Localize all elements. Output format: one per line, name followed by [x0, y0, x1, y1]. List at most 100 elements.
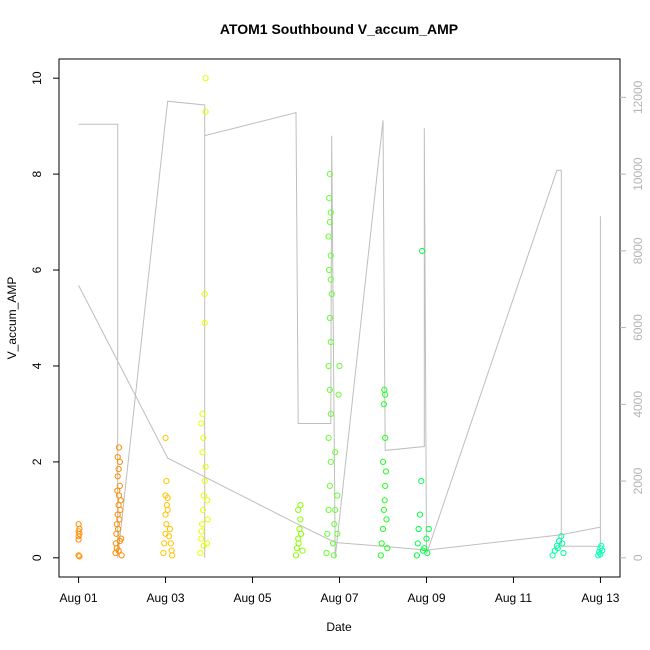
scatter-point — [326, 219, 333, 226]
scatter-point — [199, 521, 206, 528]
scatter-point — [198, 535, 205, 542]
x-axis: Aug 01 Aug 03 Aug 05 Aug 07 Aug 09 Aug 11 Aug … — [60, 576, 620, 605]
scatter-point — [334, 530, 341, 537]
scatter-point — [161, 540, 168, 547]
scatter-point — [295, 506, 302, 513]
scatter-point — [329, 540, 337, 547]
scatter-point — [163, 521, 170, 528]
scatter-point — [166, 525, 173, 533]
scatter-point — [382, 468, 390, 475]
y-axis-right: 0 2000 4000 6000 8000 10000 12000 — [620, 80, 645, 561]
scatter-point — [377, 552, 384, 559]
y-tick-label: 6 — [30, 266, 44, 273]
scatter-point — [326, 266, 333, 274]
scatter-point — [549, 552, 556, 559]
scatter-point — [299, 547, 306, 554]
scatter-point — [164, 506, 171, 513]
scatter-point — [327, 410, 334, 417]
scatter-point — [201, 478, 208, 485]
scatter-point — [382, 434, 389, 441]
y-axis-left: 0 2 4 6 8 10 — [30, 71, 59, 561]
scatter-point — [202, 75, 209, 82]
y-axis-label: V_accum_AMP — [5, 277, 19, 360]
y-tick-label: 4 — [30, 362, 44, 369]
scatter-point — [116, 458, 124, 465]
scatter-point — [413, 552, 420, 559]
scatter-point — [200, 492, 207, 499]
scatter-point — [327, 209, 334, 216]
scatter-point — [116, 537, 124, 545]
scatter-point — [115, 525, 122, 533]
scatter-point — [297, 516, 304, 523]
scatter-point — [202, 108, 209, 115]
scatter-point — [115, 444, 123, 451]
scatter-point — [75, 536, 82, 543]
scatter-point — [381, 386, 388, 393]
scatter-point — [328, 290, 335, 298]
scatter-point — [297, 502, 304, 509]
y2-tick-label: 4000 — [631, 391, 645, 418]
scatter-point — [201, 290, 208, 298]
scatter-point — [332, 506, 339, 513]
scatter-point — [76, 553, 83, 560]
scatter-point — [325, 506, 332, 513]
scatter-point — [117, 497, 124, 504]
scatter-point — [323, 549, 330, 557]
scatter-point — [554, 545, 561, 552]
scatter-point — [380, 506, 387, 513]
scatter-point — [198, 420, 205, 427]
y2-tick-label: 10000 — [631, 157, 645, 191]
secondary-series-line — [78, 100, 601, 558]
x-tick-label: Aug 11 — [495, 591, 532, 605]
x-axis-label: Date — [326, 620, 352, 634]
scatter-point — [327, 338, 334, 346]
scatter-point — [332, 449, 339, 456]
scatter-point — [198, 528, 205, 535]
scatter-point — [324, 530, 331, 537]
x-tick-label: Aug 05 — [233, 591, 271, 605]
scatter-point — [298, 530, 305, 537]
scatter-point — [163, 478, 170, 485]
scatter-point — [165, 533, 173, 540]
scatter-point — [325, 362, 332, 370]
scatter-point — [202, 463, 209, 470]
scatter-point — [326, 195, 333, 202]
scatter-point — [199, 410, 206, 417]
scatter-point — [414, 540, 421, 547]
scatter-point — [560, 549, 567, 557]
scatter-point — [199, 506, 206, 513]
scatter-point — [326, 314, 333, 322]
scatter-point — [199, 449, 206, 456]
scatter-point — [327, 252, 334, 259]
scatter-point — [116, 516, 123, 523]
scatter-point — [559, 540, 566, 547]
x-tick-label: Aug 13 — [581, 591, 619, 605]
scatter-point — [76, 530, 83, 537]
scatter-point — [167, 540, 174, 547]
scatter-point — [418, 478, 425, 485]
scatter-point — [335, 391, 342, 398]
scatter-point — [379, 525, 387, 533]
scatter-point — [164, 494, 171, 501]
scatter-point — [114, 454, 121, 461]
scatter-point — [425, 525, 432, 533]
x-tick-label: Aug 07 — [320, 591, 358, 605]
scatter-point — [75, 552, 82, 559]
scatter-point — [334, 492, 341, 499]
y2-tick-label: 6000 — [631, 314, 645, 341]
scatter-point — [114, 473, 121, 480]
scatter-point — [200, 434, 207, 441]
scatter-point — [200, 542, 207, 549]
scatter-point — [382, 482, 389, 489]
scatter-point — [115, 466, 122, 473]
scatter-point — [325, 434, 332, 441]
scatter-point — [597, 550, 604, 558]
scatter-point — [116, 482, 124, 489]
scatter-point — [169, 552, 176, 559]
chart-title: ATOM1 Southbound V_accum_AMP — [220, 21, 458, 37]
scatter-point — [326, 171, 333, 178]
scatter-point — [326, 386, 333, 393]
y2-tick-label: 2000 — [631, 467, 645, 494]
scatter-point — [204, 497, 211, 504]
scatter-point — [197, 549, 204, 557]
